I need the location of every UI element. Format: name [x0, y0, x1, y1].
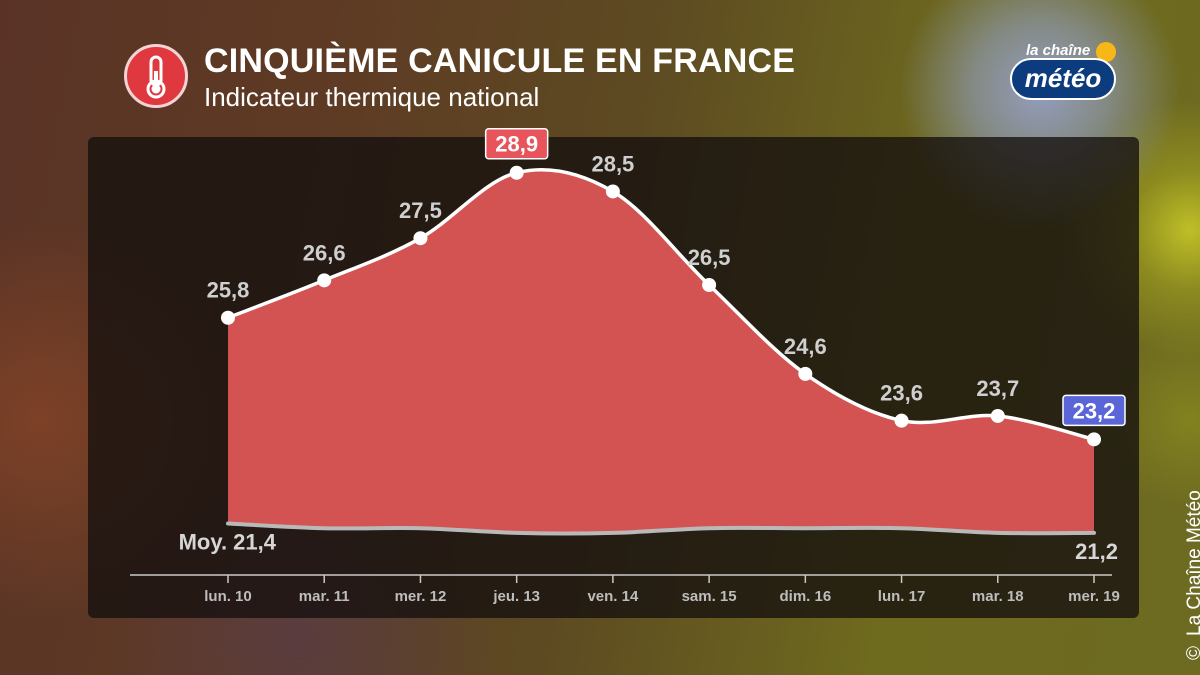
x-tick-label: lun. 17 — [878, 588, 926, 605]
copyright-symbol: © — [1184, 646, 1200, 660]
value-label: 23,7 — [976, 376, 1019, 401]
data-point — [894, 413, 909, 428]
temperature-area — [228, 169, 1094, 534]
data-point — [798, 366, 813, 381]
data-point — [221, 310, 235, 325]
x-tick-label: mer. 12 — [395, 588, 447, 605]
brand-logo: la chaîne météo — [1010, 40, 1122, 106]
data-point — [605, 184, 620, 199]
sun-icon — [1096, 42, 1116, 62]
x-tick-label: sam. 15 — [682, 588, 737, 605]
page-subtitle: Indicateur thermique national — [204, 82, 540, 112]
logo-top-text: la chaîne — [1026, 42, 1091, 59]
normal-start-label: Moy. 21,4 — [179, 530, 277, 555]
data-point — [990, 408, 1005, 423]
temperature-line — [227, 167, 1095, 442]
data-point — [509, 165, 524, 180]
x-tick-label: jeu. 13 — [492, 588, 540, 605]
value-label: 26,6 — [303, 240, 346, 265]
data-point — [317, 273, 332, 288]
data-point — [1087, 432, 1101, 447]
logo-main-text: météo — [1010, 58, 1116, 100]
normal-line — [226, 521, 1096, 536]
value-label: 28,9 — [495, 132, 538, 157]
normal-end-label: 21,2 — [1075, 539, 1118, 564]
value-label: 28,5 — [591, 151, 634, 176]
value-label: 23,2 — [1073, 398, 1116, 423]
x-tick-label: lun. 10 — [204, 588, 252, 605]
copyright-text: La Chaîne Météo — [1184, 490, 1200, 636]
value-label: 25,8 — [207, 278, 250, 303]
x-tick-label: ven. 14 — [587, 588, 639, 605]
data-point — [413, 231, 428, 246]
copyright-credit: © La Chaîne Météo — [1184, 490, 1200, 660]
x-tick-label: mar. 11 — [299, 588, 350, 605]
value-badge — [484, 127, 549, 160]
value-label: 24,6 — [784, 334, 827, 359]
page-title: CINQUIÈME CANICULE EN FRANCE — [204, 42, 796, 80]
value-label: 27,5 — [399, 198, 442, 223]
data-point — [702, 278, 717, 292]
x-tick-label: mer. 19 — [1068, 588, 1120, 605]
x-tick-label: mar. 18 — [972, 588, 1024, 605]
value-badge — [1062, 394, 1126, 427]
x-tick-label: dim. 16 — [779, 588, 831, 605]
thermometer-icon — [124, 44, 188, 108]
value-label: 23,6 — [880, 381, 923, 406]
value-label: 26,5 — [688, 245, 731, 270]
